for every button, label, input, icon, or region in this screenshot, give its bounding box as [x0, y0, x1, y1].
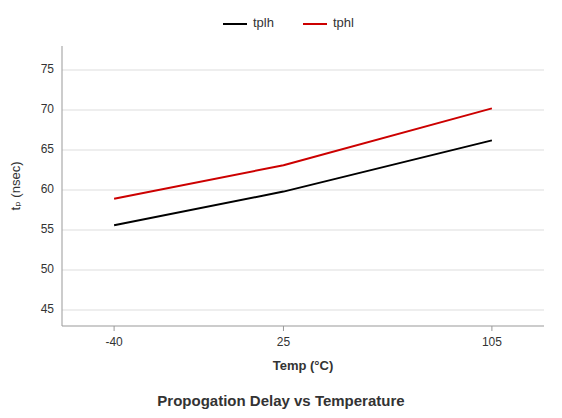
grid-line — [62, 190, 544, 191]
x-axis-line — [62, 326, 544, 327]
grid-line — [62, 270, 544, 271]
grid-line — [62, 310, 544, 311]
series-line — [114, 140, 492, 225]
grid-line — [62, 150, 544, 151]
grid — [62, 70, 544, 310]
legend-swatch — [223, 23, 247, 25]
chart-container: 45 50 55 60 65 70 75 -40 25 105 tplh tphl Temp (°C) t… — [0, 0, 562, 418]
y-tick-label: 70 — [41, 102, 55, 116]
grid-line — [62, 70, 544, 71]
grid-line — [62, 110, 544, 111]
grid-line — [62, 230, 544, 231]
y-tick-label: 65 — [41, 142, 55, 156]
legend-label: tphl — [333, 15, 354, 30]
chart-title: Propogation Delay vs Temperature — [157, 392, 404, 409]
chart: 45 50 55 60 65 70 75 -40 25 105 tplh tphl Temp (°C) t… — [0, 0, 562, 418]
x-tick-label: -40 — [105, 335, 123, 349]
y-axis-line — [62, 46, 63, 326]
legend: tplh tphl — [223, 15, 354, 30]
legend-swatch — [303, 23, 327, 25]
plot-area — [114, 108, 492, 225]
series-line — [114, 108, 492, 198]
y-tick-label: 45 — [41, 302, 55, 316]
x-tick-label: 25 — [277, 335, 291, 349]
x-tick — [491, 326, 492, 331]
y-tick-label: 55 — [41, 222, 55, 236]
y-tick-label: 60 — [41, 182, 55, 196]
x-tick — [283, 326, 284, 331]
y-tick-label: 75 — [41, 62, 55, 76]
y-tick-label: 50 — [41, 262, 55, 276]
legend-label: tplh — [253, 15, 274, 30]
x-tick-label: 105 — [482, 335, 502, 349]
y-axis-label: tₚ (nsec) — [8, 162, 23, 211]
x-axis-label: Temp (°C) — [273, 358, 334, 373]
x-tick — [114, 326, 115, 331]
